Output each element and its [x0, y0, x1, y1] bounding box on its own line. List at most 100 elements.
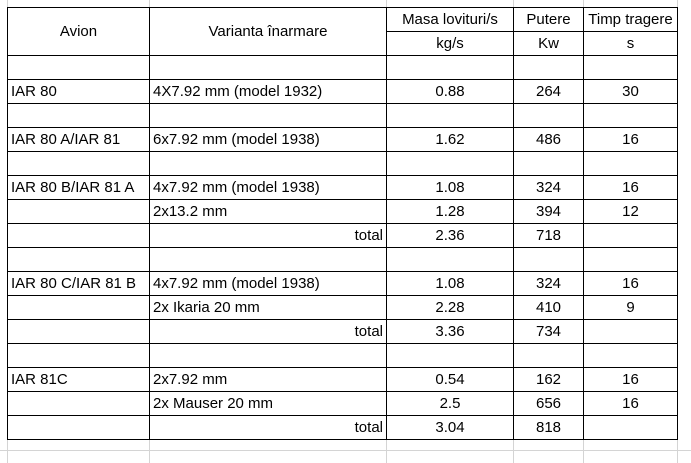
cell-avion[interactable]: IAR 81C — [7, 367, 150, 392]
cell-avion[interactable] — [7, 295, 150, 320]
cell-avion[interactable] — [7, 415, 150, 440]
cell-varianta[interactable] — [149, 343, 387, 368]
cell-putere[interactable]: 410 — [513, 295, 584, 320]
cell-avion[interactable] — [7, 247, 150, 272]
cell-avion[interactable]: IAR 80 B/IAR 81 A — [7, 175, 150, 200]
cell-masa[interactable] — [386, 151, 514, 176]
header-timp[interactable]: Timp tragere — [583, 7, 678, 32]
cell-timp[interactable] — [583, 151, 678, 176]
cell-avion[interactable]: IAR 80 A/IAR 81 — [7, 127, 150, 152]
cell-masa[interactable] — [386, 103, 514, 128]
cell-timp[interactable]: 16 — [583, 367, 678, 392]
cell-masa[interactable]: 0.88 — [386, 79, 514, 104]
cell-putere[interactable]: 486 — [513, 127, 584, 152]
cell-timp[interactable] — [583, 343, 678, 368]
cell-varianta[interactable] — [149, 103, 387, 128]
cell-putere[interactable]: 734 — [513, 319, 584, 344]
cell-varianta[interactable] — [149, 151, 387, 176]
cell-putere[interactable] — [513, 55, 584, 80]
cell-timp[interactable] — [583, 223, 678, 248]
cell-varianta[interactable]: 2x Mauser 20 mm — [149, 391, 387, 416]
cell-varianta[interactable]: 4x7.92 mm (model 1938) — [149, 271, 387, 296]
table-row: total 2.36 718 — [7, 223, 678, 248]
cell-timp[interactable] — [583, 103, 678, 128]
header-row: Avion Varianta înarmare Masa lovituri/s … — [7, 7, 678, 56]
cell-timp[interactable] — [583, 415, 678, 440]
cell-masa[interactable] — [386, 247, 514, 272]
cell-varianta[interactable]: total — [149, 223, 387, 248]
cell-varianta[interactable]: total — [149, 319, 387, 344]
cell-putere[interactable]: 162 — [513, 367, 584, 392]
cell-varianta[interactable]: 2x Ikaria 20 mm — [149, 295, 387, 320]
cell-masa[interactable]: 3.04 — [386, 415, 514, 440]
table-row: total 3.04 818 — [7, 415, 678, 440]
cell-varianta[interactable] — [149, 55, 387, 80]
cell-masa[interactable]: 1.62 — [386, 127, 514, 152]
cell-varianta[interactable]: 4x7.92 mm (model 1938) — [149, 175, 387, 200]
cell-putere[interactable]: 818 — [513, 415, 584, 440]
cell-varianta[interactable]: 2x7.92 mm — [149, 367, 387, 392]
cell-timp[interactable] — [583, 319, 678, 344]
table-row: 2x13.2 mm 1.28 394 12 — [7, 199, 678, 224]
header-masa-unit[interactable]: kg/s — [386, 31, 514, 56]
cell-putere[interactable]: 324 — [513, 175, 584, 200]
cell-avion[interactable] — [7, 55, 150, 80]
table-row: total 3.36 734 — [7, 319, 678, 344]
header-masa[interactable]: Masa lovituri/s — [386, 7, 514, 32]
grid-line — [677, 0, 678, 463]
cell-masa[interactable]: 3.36 — [386, 319, 514, 344]
header-putere-unit[interactable]: Kw — [513, 31, 584, 56]
cell-timp[interactable] — [583, 247, 678, 272]
cell-masa[interactable]: 1.28 — [386, 199, 514, 224]
cell-timp[interactable]: 16 — [583, 175, 678, 200]
cell-avion[interactable] — [7, 319, 150, 344]
cell-timp[interactable]: 12 — [583, 199, 678, 224]
cell-avion[interactable]: IAR 80 — [7, 79, 150, 104]
cell-masa[interactable]: 1.08 — [386, 271, 514, 296]
cell-varianta[interactable]: 4X7.92 mm (model 1932) — [149, 79, 387, 104]
cell-masa[interactable]: 1.08 — [386, 175, 514, 200]
cell-timp[interactable]: 30 — [583, 79, 678, 104]
table-row — [7, 247, 678, 272]
header-putere[interactable]: Putere — [513, 7, 584, 32]
cell-putere[interactable] — [513, 247, 584, 272]
armament-table: Avion Varianta înarmare Masa lovituri/s … — [7, 7, 678, 440]
cell-timp[interactable]: 16 — [583, 391, 678, 416]
cell-putere[interactable]: 324 — [513, 271, 584, 296]
table-row: IAR 80 4X7.92 mm (model 1932) 0.88 264 30 — [7, 79, 678, 104]
cell-timp[interactable]: 16 — [583, 127, 678, 152]
cell-varianta[interactable]: total — [149, 415, 387, 440]
cell-putere[interactable]: 264 — [513, 79, 584, 104]
header-varianta[interactable]: Varianta înarmare — [149, 7, 387, 56]
cell-putere[interactable] — [513, 103, 584, 128]
cell-masa[interactable] — [386, 55, 514, 80]
cell-timp[interactable]: 16 — [583, 271, 678, 296]
header-avion[interactable]: Avion — [7, 7, 150, 56]
cell-avion[interactable]: IAR 80 C/IAR 81 B — [7, 271, 150, 296]
cell-masa[interactable]: 0.54 — [386, 367, 514, 392]
cell-avion[interactable] — [7, 223, 150, 248]
cell-avion[interactable] — [7, 103, 150, 128]
cell-avion[interactable] — [7, 391, 150, 416]
table-row: IAR 81C 2x7.92 mm 0.54 162 16 — [7, 367, 678, 392]
cell-putere[interactable] — [513, 343, 584, 368]
cell-varianta[interactable]: 6x7.92 mm (model 1938) — [149, 127, 387, 152]
cell-putere[interactable]: 718 — [513, 223, 584, 248]
cell-timp[interactable] — [583, 55, 678, 80]
cell-putere[interactable] — [513, 151, 584, 176]
cell-avion[interactable] — [7, 151, 150, 176]
header-timp-unit[interactable]: s — [583, 31, 678, 56]
cell-putere[interactable]: 394 — [513, 199, 584, 224]
cell-avion[interactable] — [7, 343, 150, 368]
cell-varianta[interactable] — [149, 247, 387, 272]
cell-varianta[interactable]: 2x13.2 mm — [149, 199, 387, 224]
cell-timp[interactable]: 9 — [583, 295, 678, 320]
cell-putere[interactable]: 656 — [513, 391, 584, 416]
cell-masa[interactable]: 2.5 — [386, 391, 514, 416]
table-row — [7, 103, 678, 128]
cell-masa[interactable]: 2.36 — [386, 223, 514, 248]
cell-masa[interactable] — [386, 343, 514, 368]
cell-masa[interactable]: 2.28 — [386, 295, 514, 320]
cell-avion[interactable] — [7, 199, 150, 224]
